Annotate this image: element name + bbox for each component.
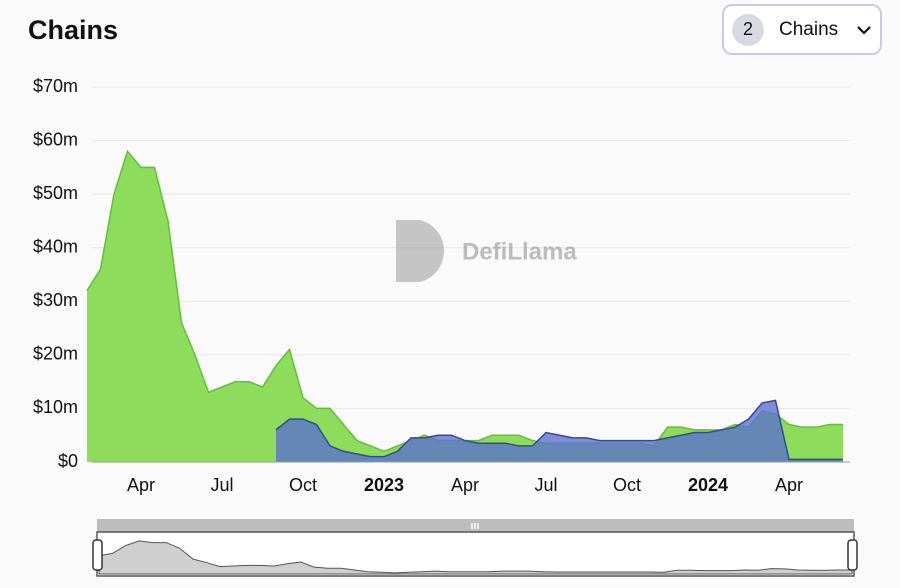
selector-box[interactable]	[722, 4, 882, 55]
y-tick-label: $20m	[33, 344, 78, 364]
selector-count: 2	[743, 19, 753, 39]
mini-chart	[98, 540, 853, 575]
x-tick-label: Oct	[613, 475, 641, 495]
watermark-text: DefiLlama	[462, 238, 577, 265]
watermark-logo	[396, 220, 445, 282]
chart-title: Chains	[28, 15, 118, 45]
brush-handle[interactable]	[847, 539, 858, 571]
brush-grip	[471, 523, 479, 529]
x-tick-label: 2024	[688, 475, 728, 495]
x-tick-label: Apr	[775, 475, 803, 495]
chevron	[857, 26, 871, 35]
y-tick-label: $70m	[33, 76, 78, 96]
area	[87, 151, 843, 463]
x-tick-label: Jul	[534, 475, 557, 495]
axis: $0 $10m $20m $30m $40m $50m $60m $70m Apr Jul Oct 2…	[33, 76, 850, 495]
y-tick-label: $0	[58, 451, 78, 471]
chain-selector[interactable]: 2 Chains	[722, 4, 882, 55]
x-tick-label: Oct	[289, 475, 317, 495]
x-tick-label: Apr	[127, 475, 155, 495]
y-tick-label: $60m	[33, 129, 78, 149]
y-tick-label: $30m	[33, 290, 78, 310]
selector-label: Chains	[779, 19, 838, 40]
watermark: DefiLlama	[396, 220, 577, 282]
y-tick-label: $10m	[33, 397, 78, 417]
x-tick-label: Jul	[210, 475, 233, 495]
mini-area	[98, 540, 853, 575]
plot	[86, 149, 843, 463]
x-tick-label: Apr	[451, 475, 479, 495]
area-line	[275, 399, 843, 461]
x-tick-label: 2023	[364, 475, 404, 495]
y-tick-label: $50m	[33, 183, 78, 203]
brush-handle[interactable]	[92, 539, 103, 571]
area	[276, 400, 843, 462]
brush[interactable]	[92, 519, 858, 577]
y-tick-label: $40m	[33, 236, 78, 256]
count-badge	[732, 14, 764, 46]
